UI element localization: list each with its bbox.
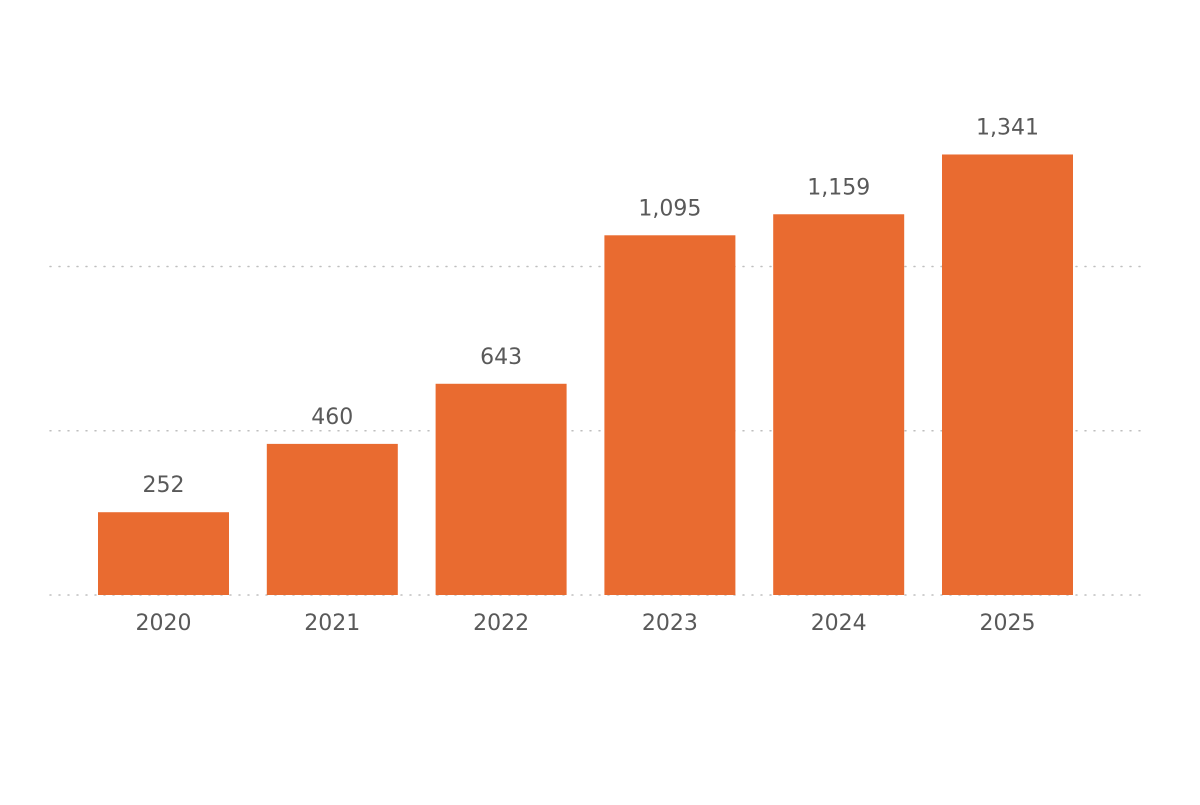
x-tick-label-2022: 2022 — [473, 611, 529, 636]
x-tick-label-2024: 2024 — [811, 611, 867, 636]
bar-2024[interactable] — [773, 214, 905, 595]
data-label-2025: 1,341 — [976, 115, 1039, 140]
data-label-2020: 252 — [143, 473, 185, 498]
bars — [98, 154, 1073, 596]
x-axis-ticks: 2020 2021 2022 2023 2024 2025 — [136, 611, 1036, 636]
bar-2020[interactable] — [98, 512, 229, 595]
x-tick-label-2021: 2021 — [304, 611, 360, 636]
bar-2022[interactable] — [435, 383, 567, 595]
x-tick-label-2023: 2023 — [642, 611, 698, 636]
bar-2021[interactable] — [266, 443, 398, 595]
data-labels: 252 460 643 1,095 1,159 1,341 — [143, 115, 1039, 498]
bar-2025[interactable] — [942, 154, 1073, 595]
data-label-2021: 460 — [311, 405, 353, 430]
data-label-2024: 1,159 — [807, 175, 870, 200]
x-tick-label-2020: 2020 — [136, 611, 192, 636]
data-label-2022: 643 — [480, 345, 522, 370]
x-tick-label-2025: 2025 — [980, 611, 1036, 636]
bar-2023[interactable] — [604, 235, 736, 596]
data-label-2023: 1,095 — [638, 196, 701, 221]
